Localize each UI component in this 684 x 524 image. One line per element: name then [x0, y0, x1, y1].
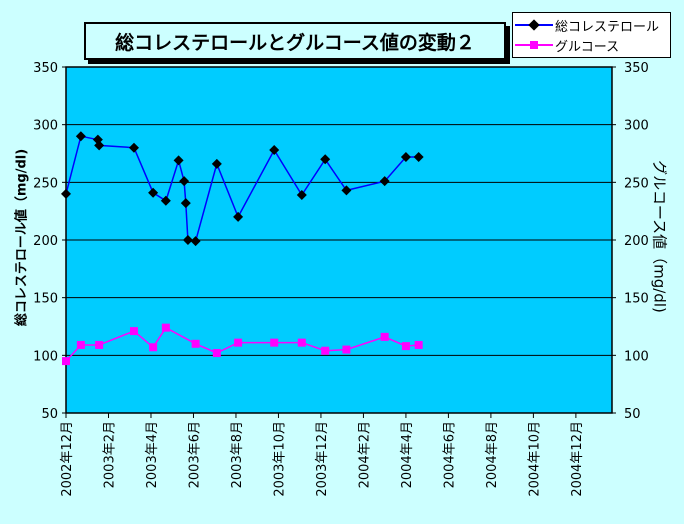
y-tick-label-right: 350 [624, 61, 649, 76]
data-point-diamond [211, 158, 222, 169]
data-point-diamond [320, 154, 331, 165]
x-tick-label: 2003年10月 [272, 421, 287, 497]
data-point-square [234, 338, 243, 347]
data-point-square [129, 327, 138, 336]
diamond-marker-icon [515, 15, 555, 35]
data-point-diamond [179, 176, 190, 187]
y-tick-label-left: 350 [33, 61, 58, 76]
data-point-square [191, 339, 200, 348]
y-tick-label-right: 300 [624, 119, 649, 134]
data-point-diamond [148, 187, 159, 198]
data-point-square [414, 340, 423, 349]
y-tick-label-right: 200 [624, 234, 649, 249]
y-tick-label-left: 200 [33, 234, 58, 249]
data-point-diamond [160, 195, 171, 206]
x-tick-label: 2003年12月 [315, 421, 330, 497]
data-point-square [62, 357, 70, 366]
legend: 総コレステロール グルコース [512, 12, 671, 58]
data-point-square [321, 346, 330, 355]
data-point-square [95, 340, 104, 349]
y-tick-label-right: 250 [624, 176, 649, 191]
x-tick-label: 2004年8月 [485, 421, 500, 488]
data-point-square [76, 340, 85, 349]
data-point-square [161, 323, 170, 332]
data-point-square [149, 343, 158, 352]
y-tick-label-right: 150 [624, 292, 649, 307]
data-point-square [270, 338, 279, 347]
y-tick-label-left: 150 [33, 292, 58, 307]
y-tick-label-left: 100 [33, 349, 58, 364]
x-tick-label: 2004年4月 [400, 421, 415, 488]
data-point-diamond [61, 188, 71, 199]
data-point-diamond [173, 155, 184, 166]
y-tick-label-left: 250 [33, 176, 58, 191]
data-point-diamond [75, 131, 86, 142]
y-axis-label-right: グルコース値（mg/dl) [650, 160, 669, 313]
x-tick-label: 2003年2月 [102, 421, 117, 488]
y-tick-label-left: 50 [41, 407, 58, 422]
chart-title: 総コレステロールとグルコース値の変動２ [84, 22, 506, 60]
data-point-diamond [269, 145, 280, 156]
plot-border [65, 66, 613, 414]
data-point-diamond [413, 151, 424, 162]
data-point-square [342, 345, 351, 354]
data-point-square [401, 342, 410, 351]
data-point-diamond [379, 176, 390, 187]
x-tick-label: 2004年10月 [527, 421, 542, 497]
x-tick-label: 2003年6月 [187, 421, 202, 488]
x-tick-label: 2003年8月 [230, 421, 245, 488]
legend-item-glucose: グルコース [513, 35, 670, 55]
y-axis-label-left: 総コレステロール値（mg/dl) [14, 148, 30, 327]
square-marker-icon [515, 35, 555, 55]
data-point-diamond [296, 190, 307, 201]
legend-item-cholesterol: 総コレステロール [513, 15, 670, 35]
y-tick-label-right: 100 [624, 349, 649, 364]
y-tick-label-right: 50 [624, 407, 641, 422]
data-point-diamond [341, 185, 352, 196]
x-tick-label: 2003年4月 [145, 421, 160, 488]
y-tick-label-left: 300 [33, 119, 58, 134]
data-point-diamond [190, 236, 201, 247]
data-point-diamond [94, 140, 105, 151]
legend-label-cholesterol: 総コレステロール [555, 19, 660, 35]
x-tick-label: 2004年12月 [570, 421, 585, 497]
x-tick-label: 2004年2月 [357, 421, 372, 488]
x-tick-label: 2004年6月 [442, 421, 457, 488]
data-point-square [212, 349, 221, 358]
data-point-diamond [182, 235, 193, 245]
data-point-diamond [128, 142, 139, 153]
data-point-diamond [400, 151, 411, 162]
data-point-diamond [180, 198, 191, 209]
data-point-diamond [233, 211, 244, 222]
data-point-square [297, 338, 306, 347]
legend-label-glucose: グルコース [555, 39, 620, 55]
series-line-1 [65, 326, 419, 362]
x-tick-label: 2002年12月 [60, 421, 75, 497]
data-point-square [380, 332, 389, 341]
